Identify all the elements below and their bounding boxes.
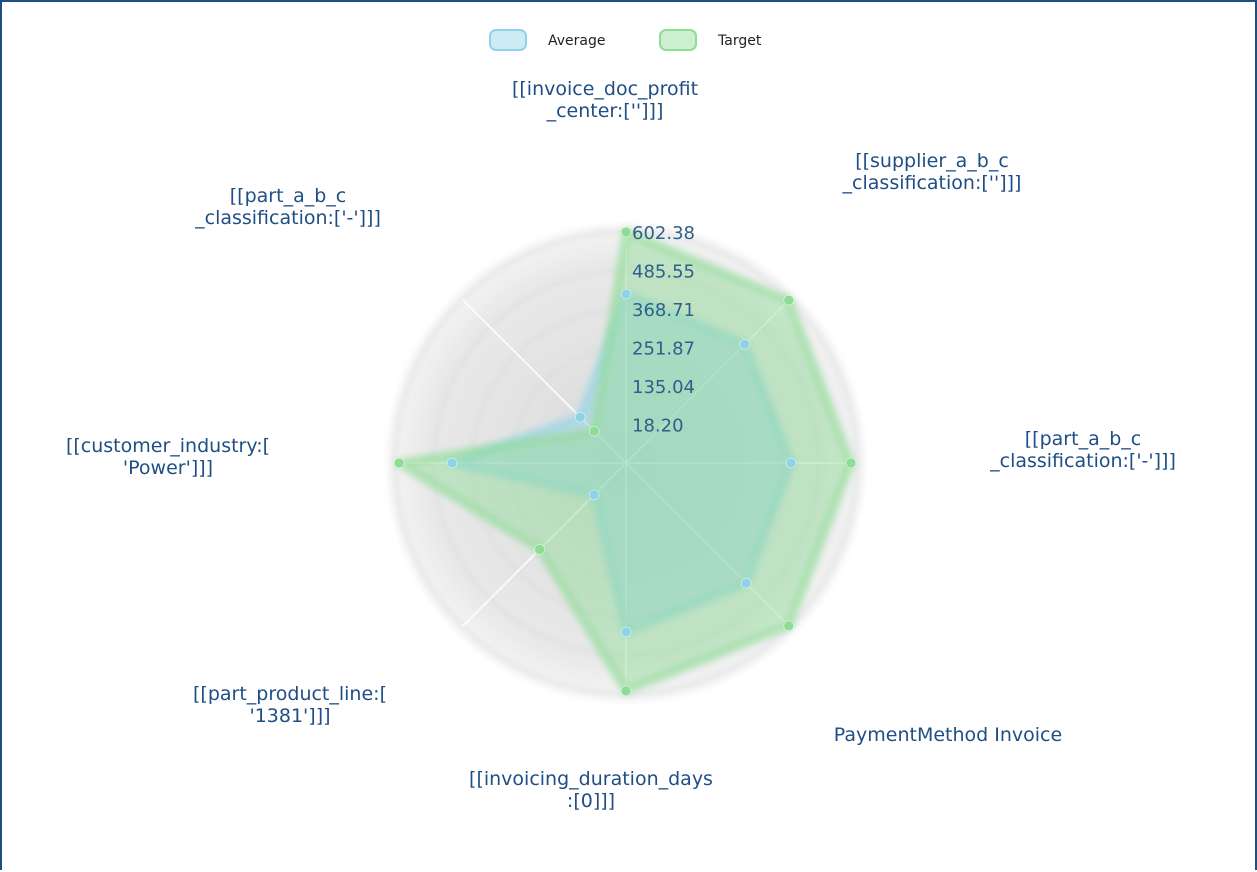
category-label: [[part_a_b_c _classification:['-']]] — [195, 185, 381, 229]
tick-label: 18.20 — [632, 415, 684, 436]
tick-label: 251.87 — [632, 339, 695, 360]
data-point — [574, 411, 586, 423]
data-point — [783, 294, 795, 306]
data-point — [740, 577, 752, 589]
data-point — [446, 457, 458, 469]
category-label: [[part_product_line:[ '1381']]] — [193, 683, 387, 727]
category-label: PaymentMethod Invoice — [833, 724, 1063, 746]
legend-item: Average — [489, 29, 606, 51]
data-point — [620, 685, 632, 697]
legend-label: Average — [548, 33, 606, 49]
legend-swatch — [489, 29, 527, 51]
data-point — [620, 626, 632, 638]
data-point — [845, 457, 857, 469]
category-label: [[invoicing_duration_days :[0]]] — [469, 768, 713, 812]
data-point — [534, 544, 545, 555]
legend-item: Target — [659, 29, 762, 51]
data-point — [393, 457, 405, 469]
legend-label: Target — [717, 33, 762, 49]
data-point — [588, 425, 600, 437]
category-label: [[customer_industry:[ 'Power']]] — [65, 435, 271, 479]
category-label: [[supplier_a_b_c _classification:['']]] — [842, 150, 1022, 194]
tick-label: 602.38 — [632, 223, 695, 244]
legend-swatch — [659, 29, 697, 51]
category-label: [[part_a_b_c _classification:['-']]] — [990, 428, 1176, 472]
data-point — [588, 489, 600, 501]
data-point — [620, 288, 632, 300]
data-point — [783, 620, 795, 632]
tick-label: 485.55 — [632, 261, 695, 282]
data-point — [739, 339, 750, 350]
data-point — [785, 457, 797, 469]
data-point — [620, 226, 632, 238]
tick-label: 135.04 — [632, 377, 695, 398]
tick-label: 368.71 — [632, 300, 695, 321]
category-label: [[invoice_doc_profit _center:['']]] — [511, 78, 699, 122]
